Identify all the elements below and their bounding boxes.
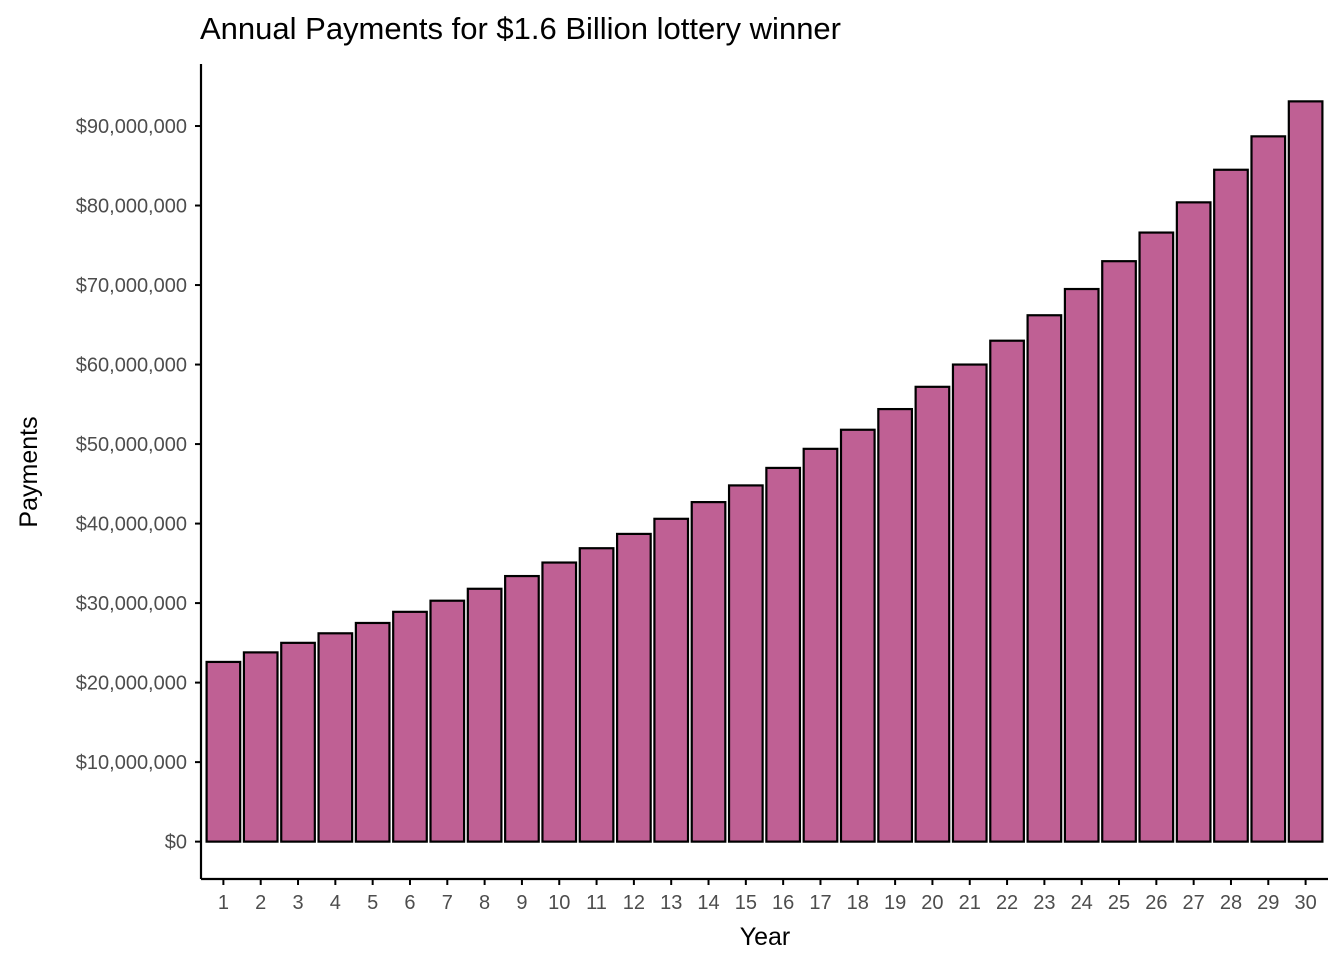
x-tick-label: 23 — [1033, 892, 1055, 914]
x-tick-label: 14 — [697, 892, 719, 914]
x-tick-label: 20 — [921, 892, 943, 914]
x-tick-label: 8 — [479, 892, 490, 914]
x-tick-label: 28 — [1220, 892, 1242, 914]
x-tick-label: 12 — [623, 892, 645, 914]
bar-year-4 — [317, 632, 354, 843]
y-tick-label: $50,000,000 — [76, 434, 187, 456]
bar-year-29 — [1250, 135, 1287, 843]
x-tick-label: 15 — [735, 892, 757, 914]
bar-year-26 — [1138, 231, 1175, 843]
x-tick-label: 7 — [442, 892, 453, 914]
x-tick-label: 27 — [1183, 892, 1205, 914]
bars-group — [205, 100, 1324, 843]
bar-year-1 — [205, 660, 242, 843]
x-tick-label: 9 — [516, 892, 527, 914]
bar-year-15 — [727, 484, 764, 843]
x-tick-label: 16 — [772, 892, 794, 914]
x-tick-label: 29 — [1257, 892, 1279, 914]
bar-year-12 — [615, 532, 652, 843]
bar-year-18 — [839, 428, 876, 843]
y-tick-label: $20,000,000 — [76, 673, 187, 695]
x-tick-label: 13 — [660, 892, 682, 914]
x-tick-label: 24 — [1071, 892, 1093, 914]
bar-year-6 — [392, 610, 428, 843]
bar-year-28 — [1213, 168, 1249, 843]
x-tick-label: 1 — [218, 892, 229, 914]
bar-year-23 — [1026, 314, 1063, 843]
x-tick-label: 26 — [1145, 892, 1167, 914]
x-tick-label: 11 — [586, 892, 607, 914]
x-tick-label: 10 — [548, 892, 570, 914]
bar-year-13 — [653, 517, 690, 843]
x-tick-label: 5 — [367, 892, 378, 914]
y-tick-label: $30,000,000 — [76, 593, 187, 615]
x-axis-title: Year — [740, 923, 791, 951]
bar-year-25 — [1101, 260, 1137, 843]
x-tick-label: 19 — [884, 892, 906, 914]
x-tick-label: 3 — [292, 892, 303, 914]
y-tick-label: $0 — [165, 832, 187, 854]
x-tick-label: 17 — [809, 892, 831, 914]
bar-year-19 — [877, 407, 914, 843]
y-tick-label: $60,000,000 — [76, 355, 187, 377]
x-tick-label: 2 — [255, 892, 266, 914]
bar-year-11 — [578, 547, 615, 843]
x-tick-label: 21 — [959, 892, 981, 914]
x-axis: 1 2 3 4 5 6 7 8 9 10 11 12 13 14 15 16 17 18 19 20 21 22 23 24 2… — [201, 877, 1328, 914]
bar-year-30 — [1287, 100, 1324, 843]
y-tick-label: $80,000,000 — [76, 196, 187, 218]
y-axis: $0 $10,000,000 $20,000,000 $30,000,000 $40,0… — [76, 64, 203, 879]
y-axis-title: Payments — [15, 416, 43, 527]
x-tick-label: 22 — [996, 892, 1018, 914]
x-tick-label: 30 — [1294, 892, 1316, 914]
bar-year-3 — [280, 641, 316, 843]
x-tick-label: 18 — [847, 892, 869, 914]
bar-year-24 — [1063, 287, 1100, 843]
bar-year-2 — [242, 651, 279, 843]
x-tick-label: 25 — [1108, 892, 1130, 914]
bar-year-9 — [504, 574, 540, 843]
bar-year-27 — [1175, 201, 1212, 843]
bar-year-7 — [429, 599, 466, 843]
bar-year-20 — [914, 385, 951, 843]
bar-year-22 — [989, 339, 1025, 843]
x-tick-label: 6 — [404, 892, 415, 914]
chart-title: Annual Payments for $1.6 Billion lottery… — [200, 11, 841, 46]
y-tick-label: $40,000,000 — [76, 514, 187, 536]
y-tick-label: $90,000,000 — [76, 116, 187, 138]
bar-year-5 — [354, 621, 391, 843]
y-tick-label: $10,000,000 — [76, 752, 187, 774]
bar-year-14 — [690, 501, 727, 843]
x-tick-label: 4 — [330, 892, 341, 914]
y-tick-label: $70,000,000 — [76, 275, 187, 297]
bar-year-10 — [541, 561, 578, 843]
bar-year-17 — [802, 447, 839, 843]
bar-year-8 — [466, 587, 503, 843]
bar-year-21 — [951, 363, 988, 843]
bar-year-16 — [765, 466, 802, 843]
